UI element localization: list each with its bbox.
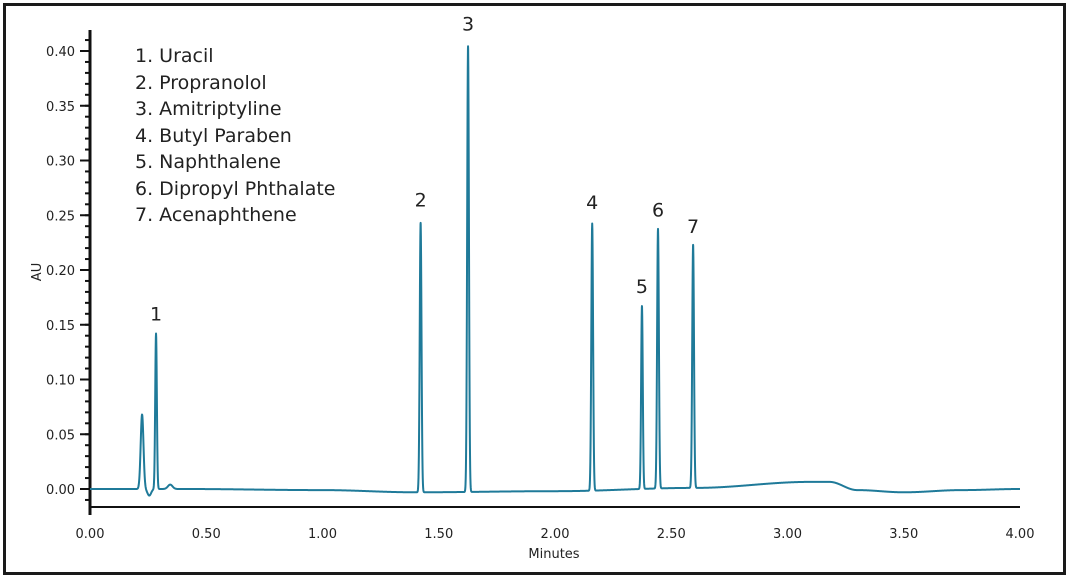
x-axis: 0.00 0.50 1.00 1.50 2.00 2.50 3.00 3.50 4.00	[76, 506, 1035, 542]
peak-label: 5	[636, 276, 648, 298]
legend-entry: 4. Butyl Paraben	[135, 124, 292, 147]
legend-entry: 5. Naphthalene	[135, 151, 281, 173]
peak-labels: 1 2 3 4 5 6 7	[150, 13, 699, 325]
x-tick-label: 3.50	[889, 527, 918, 542]
y-tick-label: 0.40	[46, 45, 75, 60]
chromatogram-trace	[89, 45, 1021, 497]
legend-entry: 6. Dipropyl Phthalate	[135, 177, 336, 200]
legend-entry: 2. Propranolol	[135, 71, 267, 94]
x-tick-label: 1.50	[424, 527, 453, 542]
x-axis-title: Minutes	[528, 547, 579, 562]
y-tick-label: 0.25	[46, 209, 75, 224]
y-axis-title: AU	[30, 263, 45, 281]
x-tick-label: 2.50	[657, 527, 686, 542]
legend-entry: 7. Acenaphthene	[135, 204, 297, 226]
x-tick-label: 1.00	[308, 527, 337, 542]
y-tick-label: 0.05	[46, 428, 75, 443]
y-tick-label: 0.10	[46, 374, 75, 389]
compound-legend: 1. Uracil 2. Propranolol 3. Amitriptylin…	[135, 43, 335, 229]
x-tick-label: 2.00	[541, 527, 570, 542]
y-tick-label: 0.15	[46, 319, 75, 334]
chart-frame	[3, 3, 1066, 575]
x-tick-label: 4.00	[1006, 527, 1035, 542]
peak-label: 2	[415, 190, 427, 212]
peak-label: 6	[652, 199, 664, 221]
y-axis: 0.00 0.05 0.10 0.15 0.20 0.25 0.30 0.35 0.40	[46, 30, 92, 515]
legend-entry: 1. Uracil	[135, 45, 214, 67]
legend-entry: 3. Amitriptyline	[135, 98, 282, 120]
x-tick-label: 0.50	[192, 527, 221, 542]
y-tick-label: 0.30	[46, 155, 75, 170]
y-tick-label: 0.35	[46, 100, 75, 115]
y-tick-label: 0.20	[46, 264, 75, 279]
y-tick-label: 0.00	[46, 483, 75, 498]
peak-label: 4	[586, 192, 598, 214]
x-tick-label: 0.00	[76, 527, 105, 542]
peak-label: 1	[150, 304, 162, 326]
x-tick-label: 3.00	[773, 527, 802, 542]
peak-label: 3	[462, 13, 474, 35]
peak-label: 7	[687, 216, 699, 238]
